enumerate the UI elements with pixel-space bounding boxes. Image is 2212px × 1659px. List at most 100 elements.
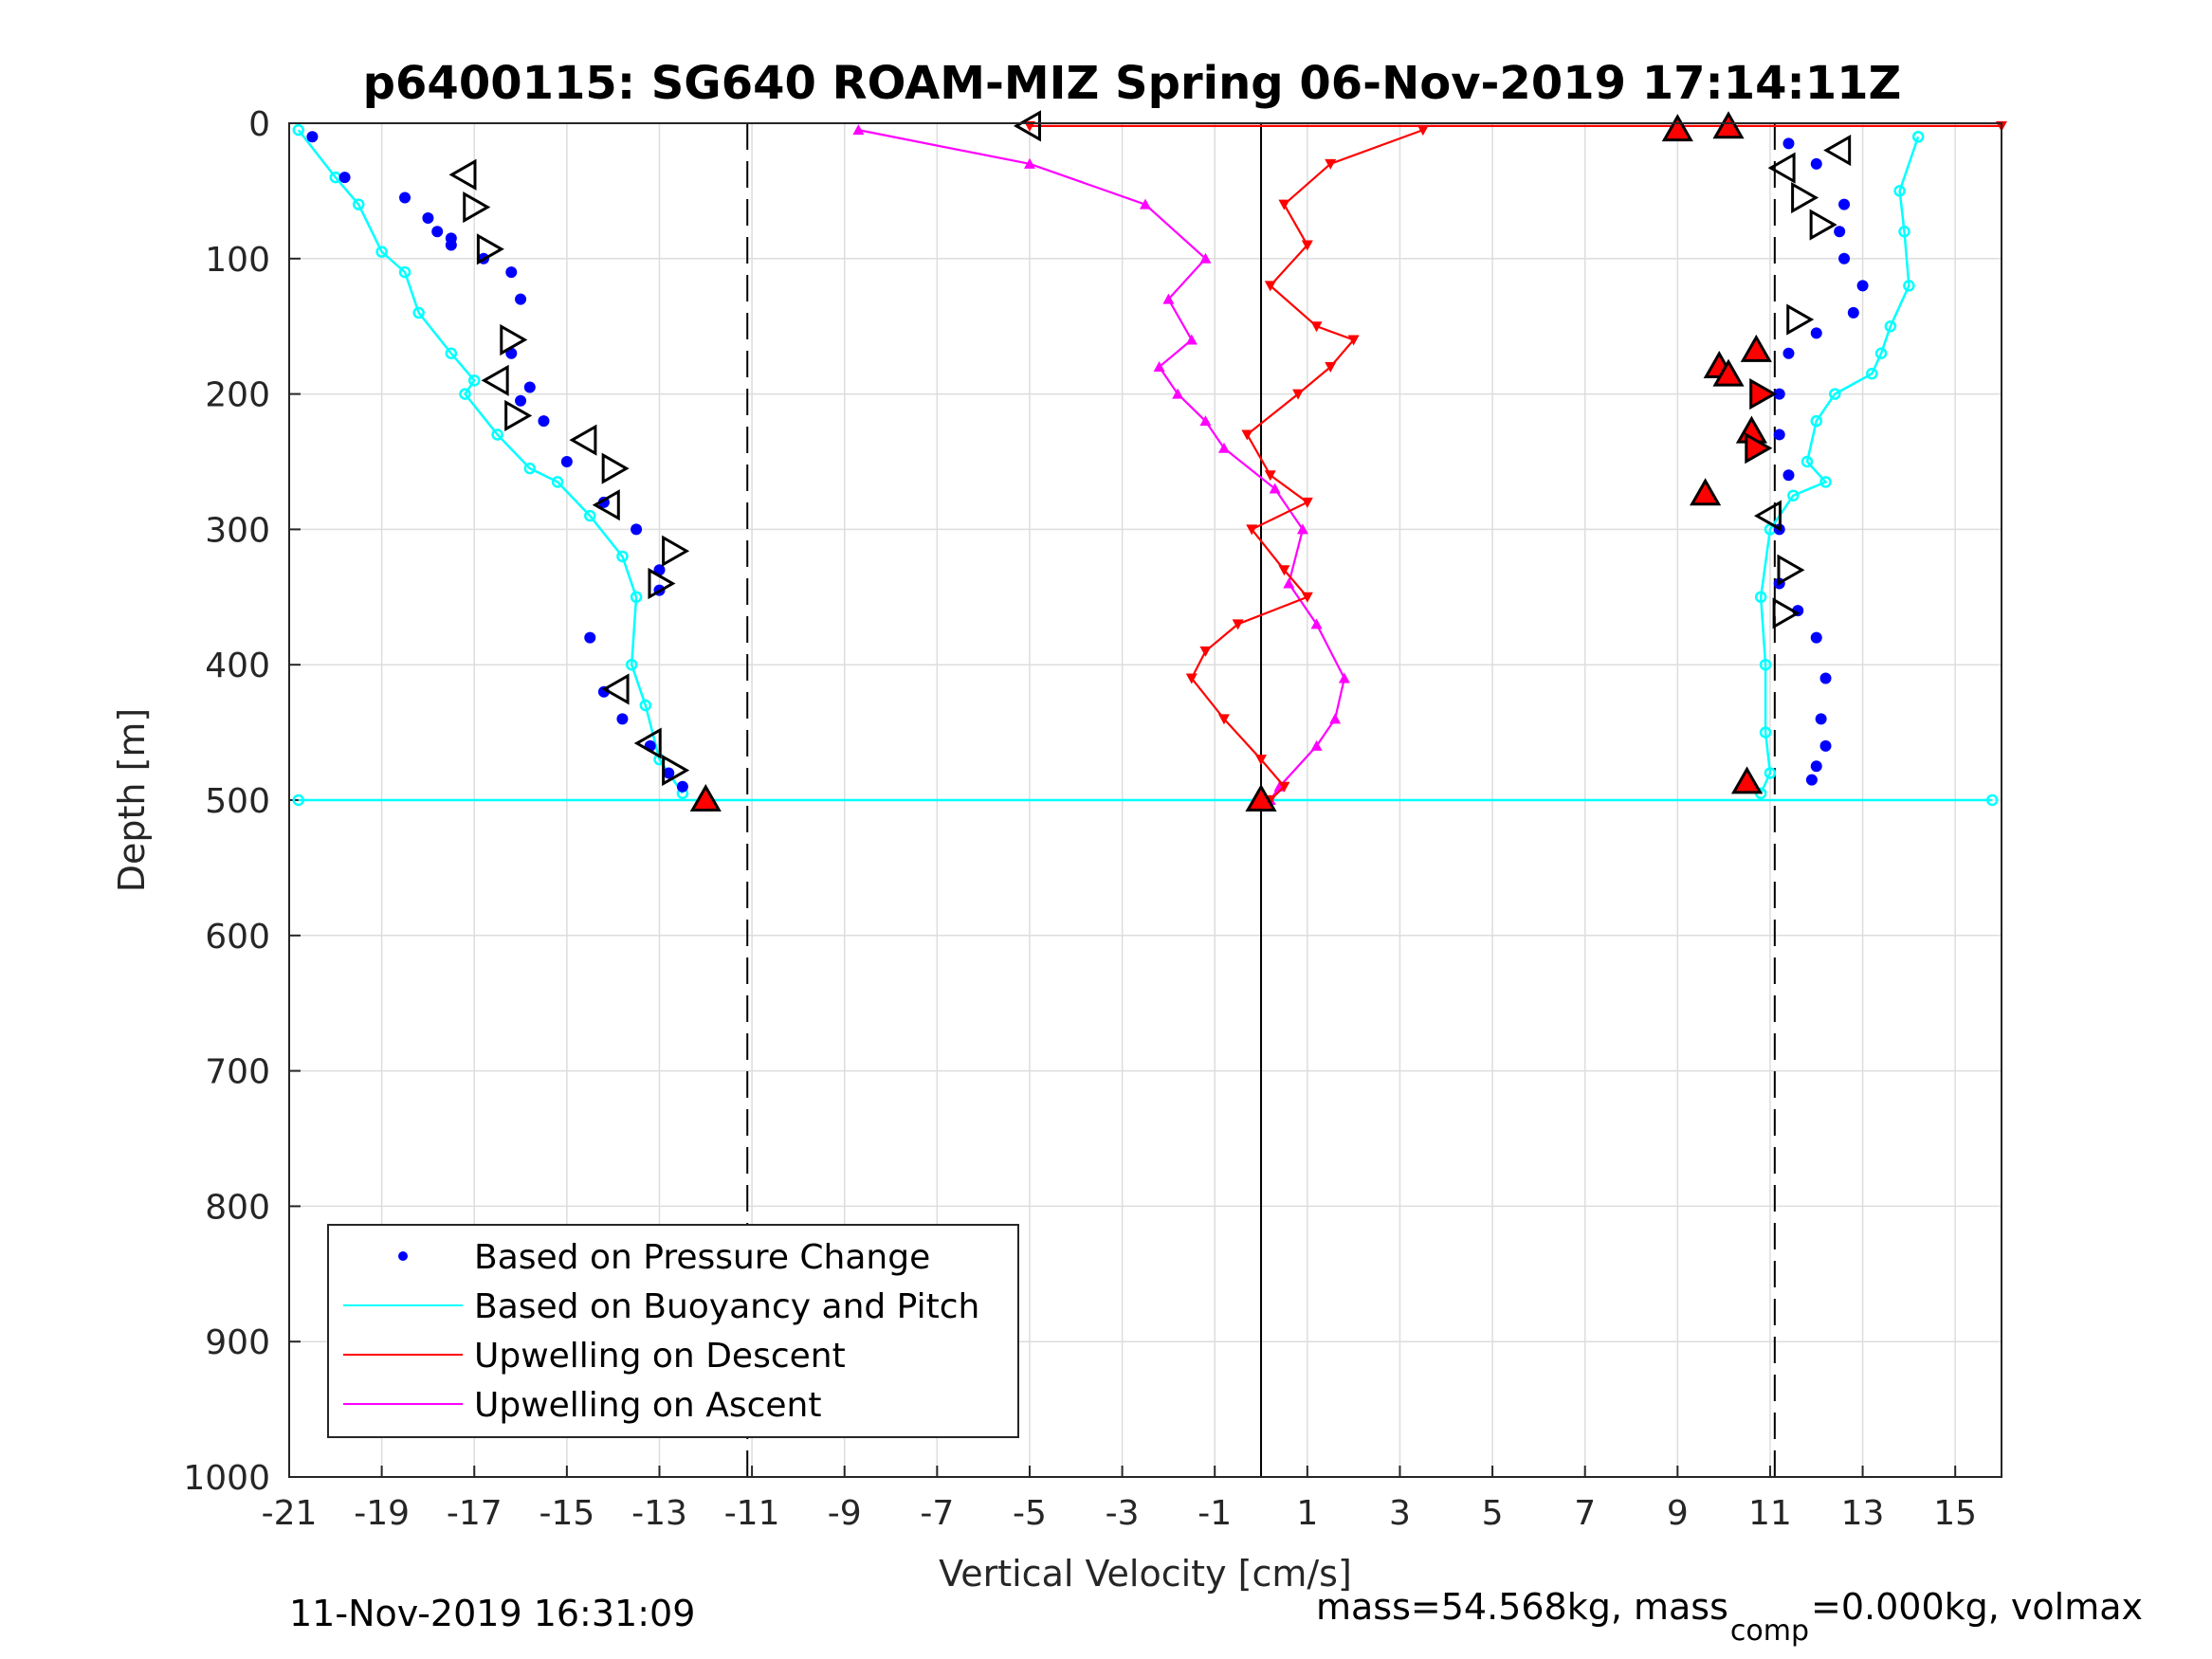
data-point [1829, 388, 1841, 400]
data-point [1787, 489, 1800, 501]
series-line [297, 129, 684, 794]
legend-label: Upwelling on Ascent [474, 1386, 821, 1425]
data-point [1301, 592, 1313, 603]
turn-marker [1809, 209, 1837, 241]
data-point [584, 631, 596, 644]
data-point [1278, 781, 1290, 793]
data-point [1264, 281, 1276, 292]
data-point [1217, 714, 1230, 725]
data-point [1185, 334, 1197, 345]
data-point [1283, 577, 1295, 589]
data-point [445, 239, 457, 251]
data-point [1764, 767, 1777, 779]
y-tick-label: 700 [205, 1053, 270, 1092]
data-point [491, 428, 503, 441]
data-point [1810, 760, 1822, 773]
data-point [292, 793, 305, 807]
turn-marker [1786, 303, 1815, 336]
footer-timestamp: 11-Nov-2019 16:31:09 [289, 1593, 695, 1634]
data-point [1782, 469, 1795, 482]
data-point [1815, 713, 1827, 725]
turn-marker [1712, 358, 1745, 387]
data-point [515, 293, 527, 305]
turn-marker [689, 783, 722, 811]
x-tick-label: -21 [262, 1494, 318, 1533]
data-point [1301, 240, 1313, 251]
x-axis-label: Vertical Velocity [cm/s] [939, 1553, 1352, 1595]
data-point [523, 381, 536, 393]
data-point [1759, 726, 1772, 738]
turn-marker [1245, 783, 1277, 811]
legend-label: Based on Buoyancy and Pitch [474, 1287, 979, 1326]
data-point [1172, 388, 1184, 399]
data-point [467, 374, 481, 387]
data-point [1801, 455, 1814, 468]
series-upwelling-on-descent [1023, 120, 2007, 806]
data-point [639, 699, 652, 712]
data-point [538, 415, 550, 428]
data-point [1417, 125, 1429, 137]
turn-marker [1753, 500, 1782, 532]
y-tick-label: 400 [205, 647, 270, 685]
legend-label: Upwelling on Descent [474, 1337, 846, 1376]
data-point [1911, 131, 1925, 143]
data-point [630, 591, 643, 604]
data-point [1232, 619, 1244, 630]
data-point [1241, 429, 1253, 441]
turn-marker [1823, 134, 1852, 167]
data-point [1759, 658, 1772, 671]
plot-frame [288, 122, 2002, 1478]
x-tick-label: 15 [1933, 1494, 1977, 1533]
data-point [1874, 347, 1888, 360]
data-point [852, 124, 865, 136]
turn-marker [569, 424, 597, 456]
data-point [663, 767, 675, 779]
legend-label: Based on Pressure Change [474, 1238, 930, 1277]
turn-marker [448, 158, 477, 191]
series-based-on-buoyancy-and-pitch [292, 123, 1999, 807]
data-point [1301, 497, 1313, 508]
data-point [1292, 389, 1305, 400]
turn-marker [1013, 110, 1041, 142]
data-point [1329, 713, 1342, 724]
data-point [1834, 226, 1846, 238]
data-point [1140, 198, 1151, 210]
turn-marker [601, 452, 630, 484]
data-point [1805, 774, 1818, 786]
data-point [1773, 428, 1785, 441]
x-tick-label: -19 [354, 1494, 410, 1533]
data-point [398, 265, 411, 279]
data-point [1185, 673, 1197, 684]
y-tick-label: 1000 [183, 1459, 270, 1498]
data-point [1884, 319, 1897, 333]
data-point [551, 476, 564, 488]
y-tick-label: 500 [205, 782, 270, 821]
turn-marker [1777, 554, 1805, 586]
data-point [1898, 225, 1910, 238]
data-point [1903, 280, 1915, 292]
data-point [1310, 739, 1323, 751]
data-point [560, 456, 573, 467]
turn-marker [1740, 334, 1772, 362]
y-axis-label: Depth [m] [111, 708, 153, 893]
data-point [352, 198, 365, 210]
x-tick-label: 9 [1667, 1494, 1689, 1533]
data-point [515, 394, 527, 407]
data-point [1810, 631, 1822, 644]
data-point [1199, 646, 1212, 657]
data-point [1810, 327, 1822, 339]
data-point [676, 780, 688, 793]
footer-mass-prefix: mass=54.568kg, mass [1316, 1586, 1728, 1628]
legend-swatch [398, 1251, 408, 1261]
data-point [1810, 157, 1822, 170]
y-tick-label: 200 [205, 376, 270, 415]
data-point [1199, 252, 1212, 264]
data-point [1819, 672, 1832, 684]
data-point [1296, 523, 1308, 535]
x-tick-label: -17 [447, 1494, 503, 1533]
y-tick-label: 800 [205, 1188, 270, 1227]
turn-marker [504, 399, 533, 432]
data-point [445, 347, 458, 360]
turn-marker [481, 364, 509, 396]
turn-marker [500, 323, 528, 356]
